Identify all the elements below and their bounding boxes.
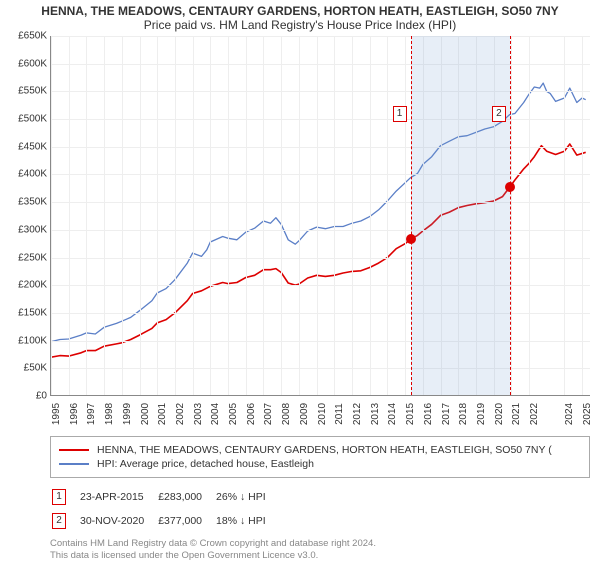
x-tick-label: 2016 xyxy=(423,403,434,425)
x-tick-label: 1998 xyxy=(104,403,115,425)
chart-container: HENNA, THE MEADOWS, CENTAURY GARDENS, HO… xyxy=(0,0,600,560)
y-tick-label: £600K xyxy=(5,58,47,69)
y-tick-label: £200K xyxy=(5,280,47,291)
marker-numbox: 2 xyxy=(492,106,506,122)
y-tick-label: £450K xyxy=(5,141,47,152)
x-tick-label: 2020 xyxy=(494,403,505,425)
marker-dot xyxy=(505,182,515,192)
y-tick-label: £250K xyxy=(5,252,47,263)
x-tick-label: 2019 xyxy=(476,403,487,425)
x-tick-label: 2006 xyxy=(246,403,257,425)
plot-area: £0£50K£100K£150K£200K£250K£300K£350K£400… xyxy=(50,36,590,396)
marker-box-2: 2 xyxy=(52,513,66,529)
legend-item-property: HENNA, THE MEADOWS, CENTAURY GARDENS, HO… xyxy=(59,444,581,456)
x-tick-label: 2025 xyxy=(582,403,593,425)
x-tick-label: 2013 xyxy=(370,403,381,425)
x-tick-label: 2005 xyxy=(228,403,239,425)
y-tick-label: £500K xyxy=(5,114,47,125)
x-tick-label: 2001 xyxy=(157,403,168,425)
legend: HENNA, THE MEADOWS, CENTAURY GARDENS, HO… xyxy=(50,436,590,478)
x-tick-label: 2007 xyxy=(263,403,274,425)
chart-title: HENNA, THE MEADOWS, CENTAURY GARDENS, HO… xyxy=(0,0,600,18)
x-tick-label: 2017 xyxy=(441,403,452,425)
x-tick-label: 2021 xyxy=(511,403,522,425)
marker-line xyxy=(510,36,511,395)
txn-price: £283,000 xyxy=(158,486,214,508)
x-tick-label: 2012 xyxy=(352,403,363,425)
x-tick-label: 2000 xyxy=(140,403,151,425)
x-tick-label: 1999 xyxy=(122,403,133,425)
x-tick-label: 2002 xyxy=(175,403,186,425)
legend-item-hpi: HPI: Average price, detached house, East… xyxy=(59,458,581,470)
y-tick-label: £350K xyxy=(5,197,47,208)
x-tick-label: 2003 xyxy=(193,403,204,425)
marker-box-1: 1 xyxy=(52,489,66,505)
y-tick-label: £100K xyxy=(5,335,47,346)
chart-subtitle: Price paid vs. HM Land Registry's House … xyxy=(0,18,600,32)
txn-diff: 18% ↓ HPI xyxy=(216,510,278,532)
legend-swatch-property xyxy=(59,449,89,451)
x-tick-label: 2009 xyxy=(299,403,310,425)
legend-label-hpi: HPI: Average price, detached house, East… xyxy=(97,458,314,470)
x-tick-label: 1997 xyxy=(86,403,97,425)
footnote: Contains HM Land Registry data © Crown c… xyxy=(50,538,590,563)
y-tick-label: £50K xyxy=(5,363,47,374)
x-tick-label: 2004 xyxy=(210,403,221,425)
txn-date: 23-APR-2015 xyxy=(80,486,156,508)
y-tick-label: £300K xyxy=(5,224,47,235)
txn-diff: 26% ↓ HPI xyxy=(216,486,278,508)
txn-date: 30-NOV-2020 xyxy=(80,510,156,532)
x-tick-label: 2015 xyxy=(405,403,416,425)
x-tick-label: 1996 xyxy=(69,403,80,425)
x-tick-label: 2008 xyxy=(281,403,292,425)
y-tick-label: £150K xyxy=(5,307,47,318)
marker-numbox: 1 xyxy=(393,106,407,122)
x-tick-label: 2014 xyxy=(387,403,398,425)
y-tick-label: £400K xyxy=(5,169,47,180)
table-row: 1 23-APR-2015 £283,000 26% ↓ HPI xyxy=(52,486,278,508)
footnote-line: Contains HM Land Registry data © Crown c… xyxy=(50,538,590,550)
table-row: 2 30-NOV-2020 £377,000 18% ↓ HPI xyxy=(52,510,278,532)
footnote-line: This data is licensed under the Open Gov… xyxy=(50,550,590,562)
x-tick-label: 1995 xyxy=(51,403,62,425)
legend-label-property: HENNA, THE MEADOWS, CENTAURY GARDENS, HO… xyxy=(97,444,552,456)
y-tick-label: £550K xyxy=(5,86,47,97)
y-tick-label: £650K xyxy=(5,31,47,42)
marker-line xyxy=(411,36,412,395)
x-tick-label: 2018 xyxy=(458,403,469,425)
x-tick-label: 2011 xyxy=(334,403,345,425)
transactions-table: 1 23-APR-2015 £283,000 26% ↓ HPI 2 30-NO… xyxy=(50,484,280,534)
x-tick-label: 2024 xyxy=(564,403,575,425)
x-tick-label: 2022 xyxy=(529,403,540,425)
x-tick-label: 2010 xyxy=(317,403,328,425)
y-tick-label: £0 xyxy=(5,391,47,402)
legend-swatch-hpi xyxy=(59,463,89,465)
txn-price: £377,000 xyxy=(158,510,214,532)
shaded-period xyxy=(411,36,510,395)
marker-dot xyxy=(406,234,416,244)
